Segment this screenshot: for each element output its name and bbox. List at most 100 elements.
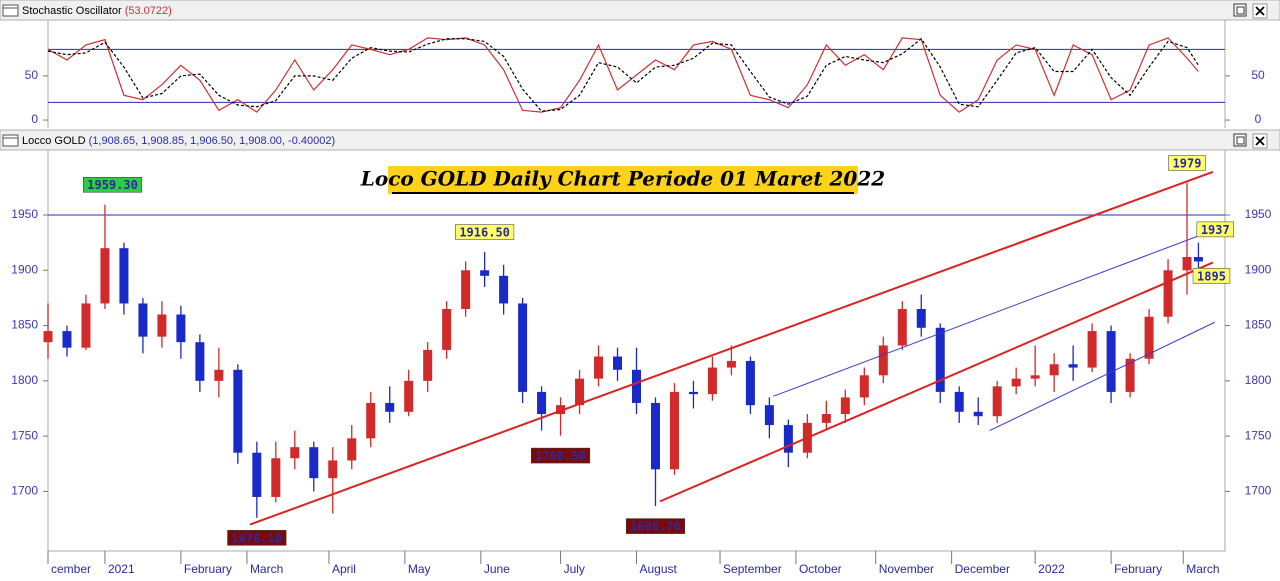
x-tick-label: February [184,562,232,576]
candle-body [1049,364,1059,376]
trend-line [773,230,1214,397]
panel-title: Stochastic Oscillator (53.0722) [22,5,172,17]
trend-line [249,170,1214,526]
candle-body [138,303,148,337]
plot: 1700 1700 1750 1750 1800 1800 1850 1850 1900 1900… [11,155,1272,576]
x-tick-label: February [1114,562,1162,576]
y-tick-label: 1950 [1245,207,1272,221]
x-tick-label: 2021 [108,562,135,576]
candle-body [707,367,717,395]
candle-body [461,270,471,309]
candle-body [1182,257,1192,271]
candle-body [783,425,793,453]
y-tick-label: 1900 [11,262,38,276]
candle-body [195,342,205,381]
candle-body [726,360,736,368]
candle-body [916,308,926,328]
price-label: 1895 [1197,269,1226,283]
y-tick-label: 1800 [11,373,38,387]
candle-body [897,308,907,346]
price-label-box [1168,155,1206,171]
candle-body [669,391,679,470]
price-label-box [531,447,591,464]
price-label: 1959.30 [87,178,138,192]
price-label-box [455,224,515,240]
x-tick-label: October [799,562,842,576]
oscillator-line [47,37,1199,112]
candle-body [480,270,490,276]
candle-body [176,314,186,343]
candle-body [157,314,167,337]
candle-body [575,378,585,406]
candle-body [309,447,319,479]
candle-body [954,391,964,412]
y-tick-label: 1700 [11,484,38,498]
candle-body [840,397,850,415]
candle-body [404,380,414,412]
candle-body [1087,331,1097,368]
candle-body [878,345,888,376]
candle-body [271,458,281,497]
x-tick-label: March [1186,562,1219,576]
price-label-box [1196,221,1234,238]
candle-body [366,402,376,439]
candle-body [1030,375,1040,379]
candle-body [62,331,72,348]
candle-body [290,447,300,459]
candle-body [214,369,224,381]
panel-icon [2,134,19,147]
panel-subtitle: (1,908.65, 1,908.85, 1,906.50, 1,908.00,… [89,135,335,147]
candle-body [821,414,831,423]
candle-body [973,411,983,417]
candle-body [764,405,774,426]
y-tick-label: 1800 [1245,373,1272,387]
price-label: 1676.10 [232,531,283,545]
candle-body [119,248,129,304]
candle-body [1163,270,1173,317]
candle-body [594,356,604,379]
price-label-box [83,176,143,193]
candle-body [632,369,641,403]
price-label: 1750.50 [535,449,586,463]
y-tick-label: 1850 [1245,318,1272,332]
candle-body [1125,358,1135,392]
panel-header [0,0,1280,21]
price-label: 1916.50 [459,226,510,240]
chart-annotation: Loco GOLD Daily Chart Periode 01 Maret 2… [360,167,885,191]
candle-body [518,303,528,392]
panel-subtitle: (53.0722) [125,5,172,17]
x-tick-label: May [408,562,431,576]
candle-body [1144,316,1154,359]
candle-body [992,386,1002,417]
candle-body [537,391,547,415]
y-tick-label: 1700 [1245,484,1272,498]
x-tick-label: April [332,562,356,576]
x-tick-label: 2022 [1038,562,1065,576]
x-tick-label: November [879,562,934,576]
plot: 0 0 50 50 [25,37,1265,126]
x-tick-label: cember [51,562,91,576]
y-tick-label: 1850 [11,318,38,332]
panel-title-text: Locco GOLD [22,135,86,147]
candle-body [233,369,243,453]
candle-body [745,360,755,406]
candle-body [1193,257,1203,262]
y-tick-label: 1900 [1245,262,1272,276]
panel-header [0,129,1280,151]
trend-line [659,261,1214,503]
candle-body [43,331,53,343]
y-tick-label: 1750 [1245,428,1272,442]
price-label: 1937 [1201,223,1230,237]
x-tick-label: December [955,562,1010,576]
price-label-box [1192,268,1231,284]
trend-line [989,321,1215,432]
plot-layer: 0 0 50 50 1700 1700 1750 1750 1800 1800 1850 1850 19… [11,37,1272,576]
y-tick-label: 50 [1251,68,1265,82]
candle-body [385,402,395,412]
y-tick-label: 0 [1255,112,1262,126]
candle-body [650,402,660,470]
candle-body [1068,364,1078,368]
candle-body [81,303,91,348]
